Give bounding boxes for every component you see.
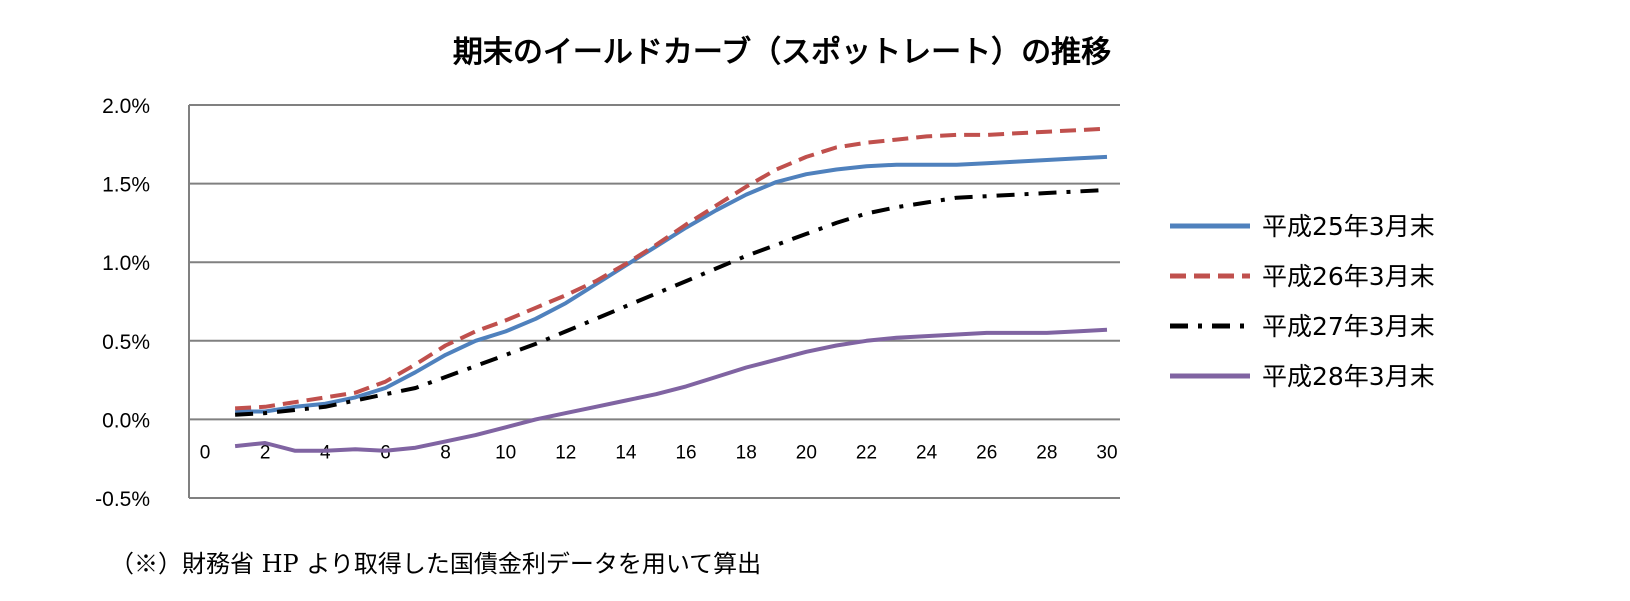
series-line-2: [234, 126, 1108, 411]
source-note: （※）財務省 HP より取得した国債金利データを用いて算出: [110, 550, 761, 578]
series-line-4: [234, 327, 1108, 453]
y-tick-label: 1.5%: [102, 174, 150, 197]
x-axis-ticks: 0 2 4 6 8 10 12 14 16 18 20 22 24 26 28 30: [200, 442, 1118, 463]
x-tick-label: 4: [320, 442, 331, 463]
x-tick-label: 16: [675, 442, 696, 463]
series-line-3: [234, 187, 1108, 417]
x-tick-label: 18: [736, 442, 757, 463]
x-tick-label: 14: [615, 442, 637, 463]
legend-label: 平成28年3月末: [1262, 362, 1435, 391]
y-tick-label: 0.5%: [102, 331, 150, 354]
grid-lines: [189, 104, 1120, 499]
x-tick-label: 6: [380, 442, 391, 463]
chart-title: 期末のイールドカーブ（スポットレート）の推移: [453, 35, 1111, 70]
x-tick-label: 8: [440, 442, 451, 463]
x-tick-label: 12: [555, 442, 576, 463]
y-tick-label: 1.0%: [102, 252, 150, 275]
series-line-1: [235, 154, 1108, 414]
x-tick-label: 0: [200, 442, 211, 463]
y-tick-label: -0.5%: [95, 488, 150, 511]
legend-label: 平成27年3月末: [1262, 312, 1435, 341]
x-tick-label: 10: [495, 442, 516, 463]
series-lines: [234, 126, 1108, 453]
legend-label: 平成26年3月末: [1262, 262, 1435, 291]
y-axis-ticks: 2.0% 1.5% 1.0% 0.5% 0.0% -0.5%: [95, 95, 150, 511]
y-tick-label: 0.0%: [102, 409, 150, 432]
legend-label: 平成25年3月末: [1262, 212, 1435, 241]
x-tick-label: 20: [796, 442, 817, 463]
x-tick-label: 26: [976, 442, 997, 463]
x-tick-label: 24: [916, 442, 938, 463]
x-tick-label: 2: [260, 442, 271, 463]
x-tick-label: 28: [1036, 442, 1057, 463]
x-tick-label: 22: [856, 442, 877, 463]
x-tick-label: 30: [1096, 442, 1117, 463]
y-tick-label: 2.0%: [102, 95, 150, 118]
